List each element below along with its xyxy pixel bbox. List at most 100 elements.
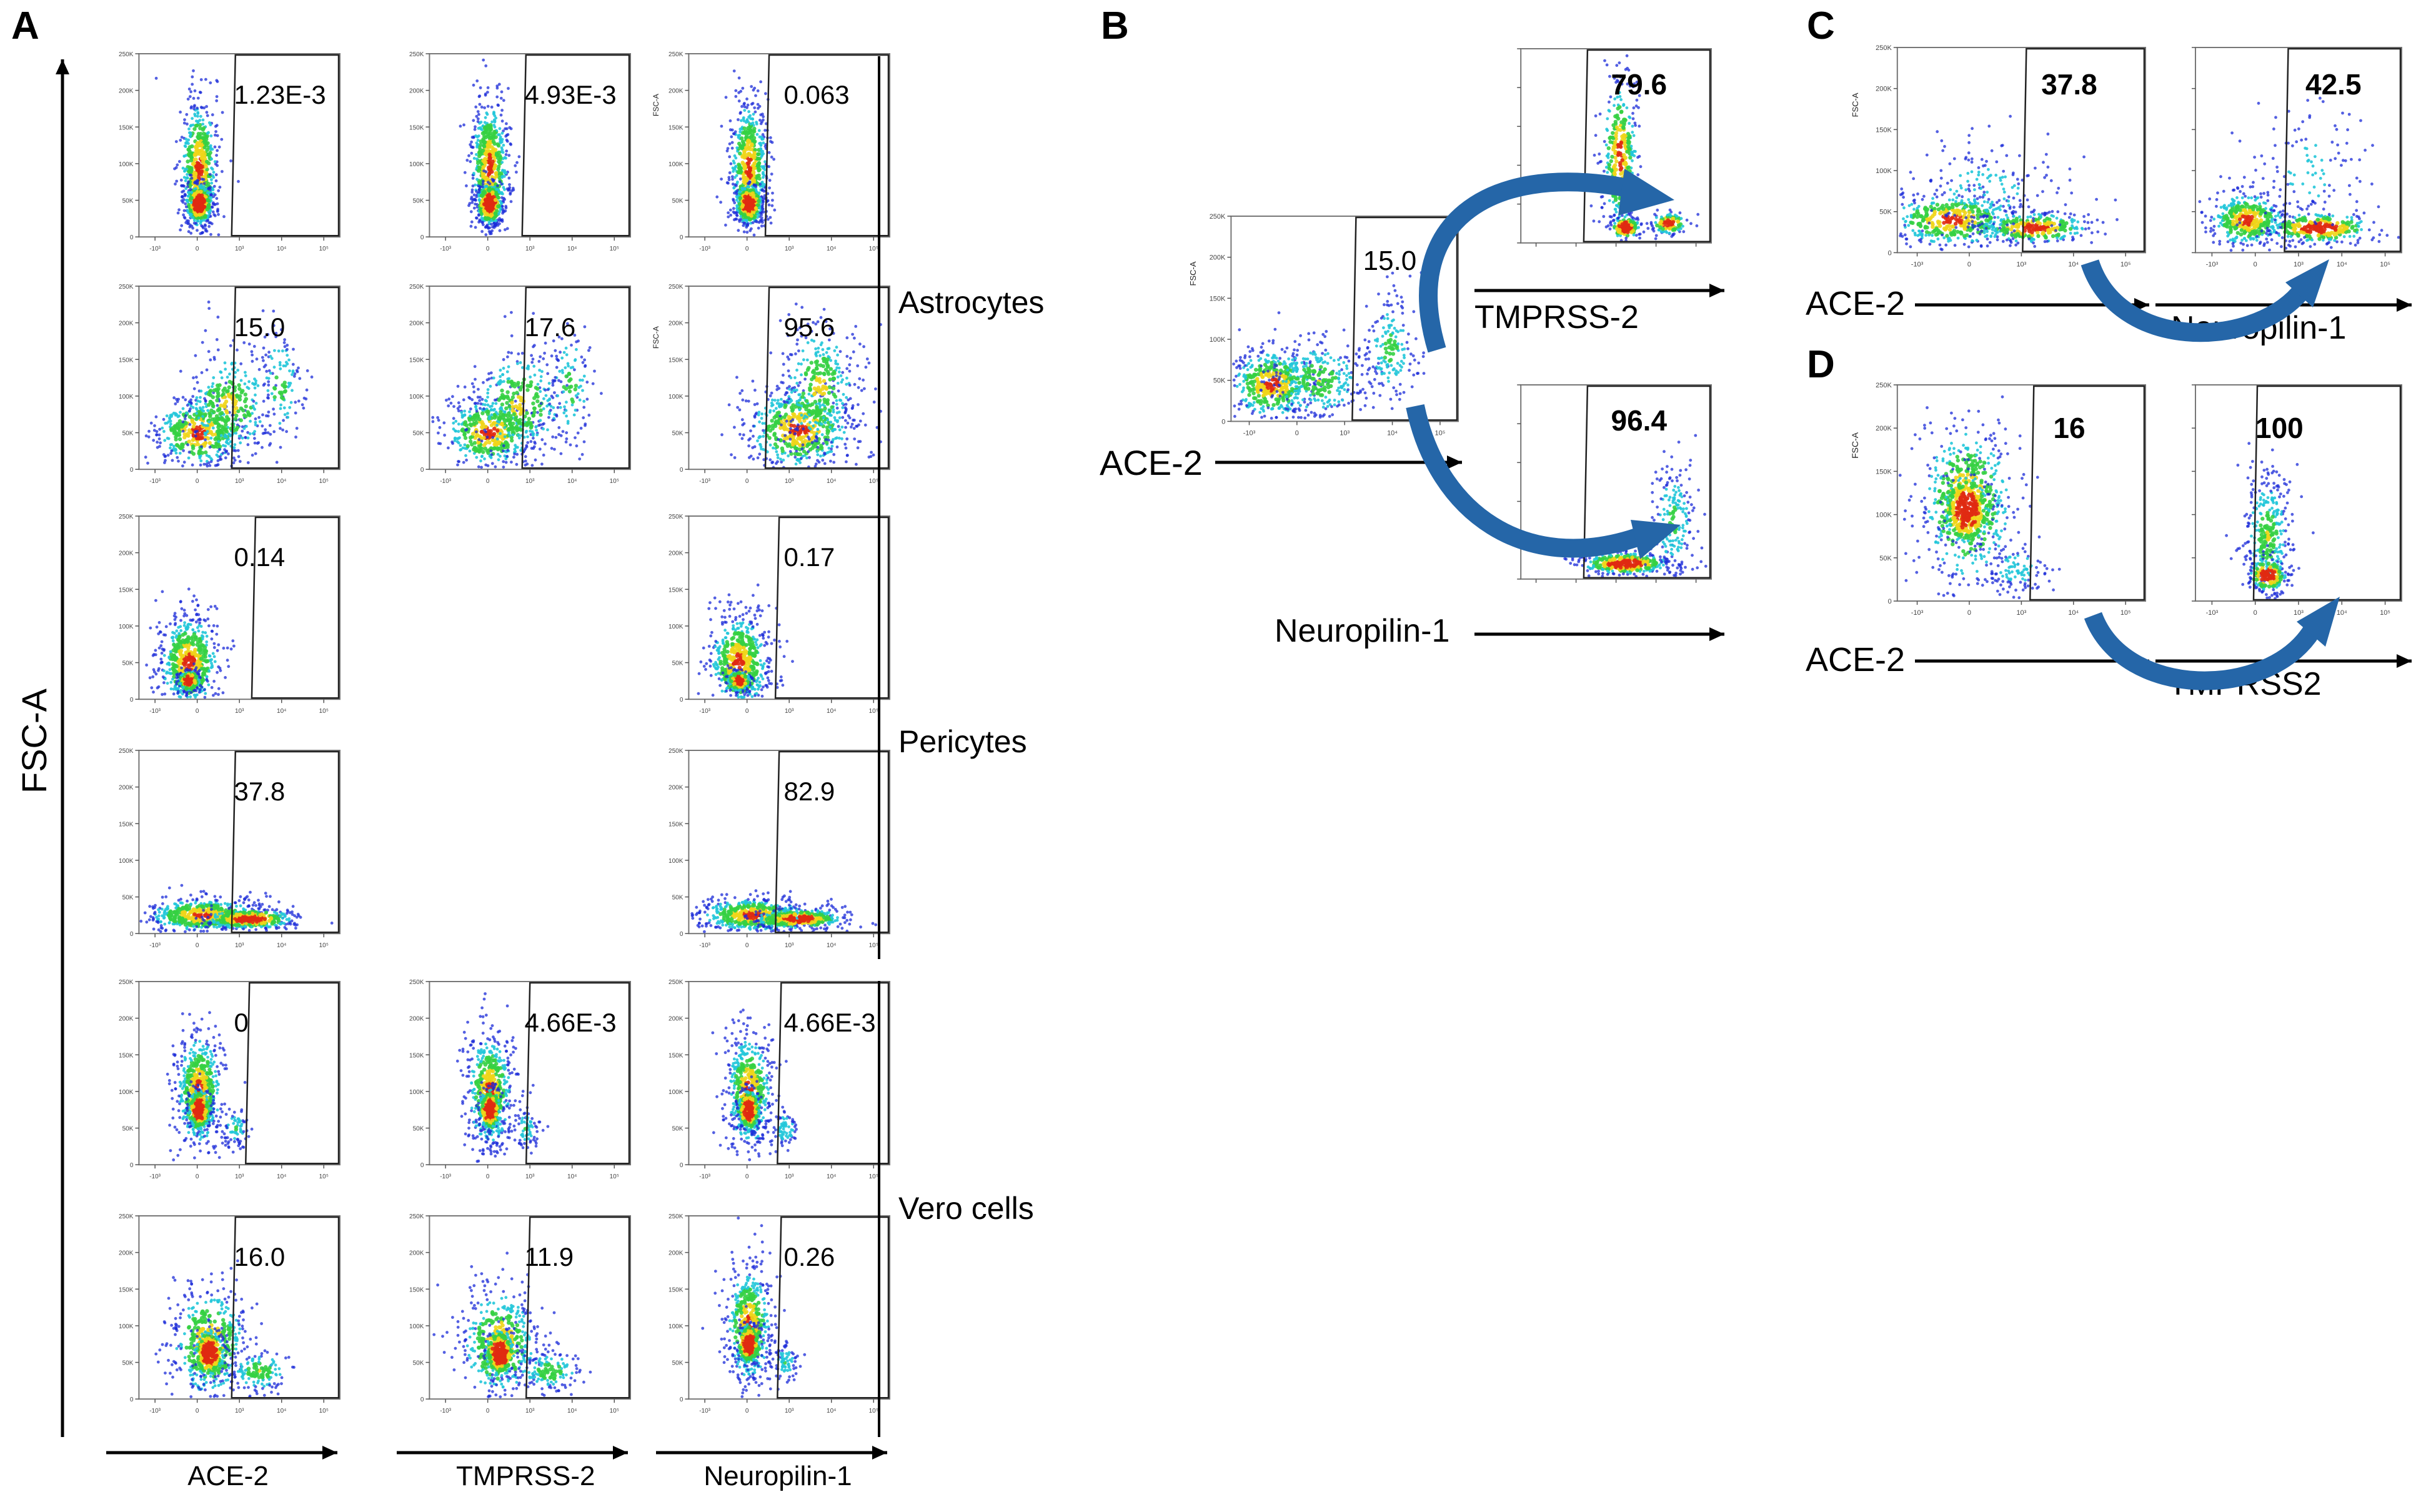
event-dot-2 (261, 432, 265, 435)
event-dot-0 (187, 184, 192, 189)
event-dot-1 (237, 397, 242, 402)
event-dot-1 (550, 354, 554, 358)
event-dot-1 (508, 418, 512, 423)
event-dot-1 (800, 373, 803, 377)
event-dot-0 (785, 386, 789, 390)
event-dot-1 (267, 380, 271, 384)
event-dot-1 (767, 217, 770, 221)
event-dot-0 (203, 412, 207, 417)
event-dot-0 (483, 457, 486, 460)
event-dot-0 (205, 111, 209, 114)
event-dot-0 (507, 87, 510, 90)
event-dot-1 (806, 322, 810, 326)
event-dot-1 (498, 191, 502, 194)
event-dot-0 (182, 435, 187, 440)
event-dot-0 (742, 116, 745, 119)
event-dot-0 (184, 167, 187, 171)
event-dot-0 (510, 438, 514, 443)
event-dot-1 (816, 445, 820, 449)
event-dot-0 (832, 453, 836, 456)
event-dot-1 (489, 405, 492, 409)
event-dot-0 (202, 141, 207, 145)
event-dot-1 (808, 413, 811, 416)
event-dot-1 (786, 356, 790, 359)
gate-polygon (231, 54, 340, 237)
event-dot-2 (551, 419, 555, 422)
event-dot-0 (224, 422, 228, 427)
event-dot-0 (503, 156, 507, 159)
event-dot-0 (757, 152, 761, 156)
event-dot-1 (827, 390, 832, 395)
event-dot-1 (499, 395, 503, 400)
event-dot-1 (214, 387, 219, 392)
event-dot-0 (782, 459, 785, 462)
event-dot-1 (785, 419, 788, 423)
event-dot-0 (766, 199, 770, 202)
event-dot-1 (248, 432, 252, 435)
event-dot-0 (192, 127, 197, 131)
event-dot-1 (477, 191, 481, 194)
event-dot-0 (454, 419, 458, 423)
gate-polygon (231, 286, 340, 469)
event-dot-1 (812, 369, 816, 373)
event-dot-0 (819, 454, 822, 458)
event-dot-1 (199, 389, 203, 393)
event-dot-1 (785, 400, 789, 404)
event-dot-1 (244, 374, 247, 377)
event-dot-0 (753, 106, 757, 109)
event-dot-0 (217, 145, 221, 149)
event-dot-0 (202, 462, 206, 466)
event-dot-0 (147, 429, 151, 433)
event-dot-1 (527, 367, 530, 371)
event-dot-0 (213, 160, 217, 164)
event-dot-1 (526, 435, 529, 439)
event-dot-1 (195, 411, 199, 415)
event-dot-0 (832, 410, 835, 414)
event-dot-1 (540, 462, 544, 466)
y-tick-label: 150K (119, 357, 134, 364)
event-dot-2 (588, 346, 592, 349)
event-dot-0 (199, 106, 203, 109)
event-dot-0 (179, 228, 182, 232)
event-dot-0 (495, 429, 500, 433)
event-dot-0 (732, 161, 736, 165)
event-dot-0 (727, 403, 731, 407)
event-dot-1 (505, 390, 510, 394)
event-dot-0 (457, 422, 460, 426)
event-dot-0 (526, 441, 530, 444)
event-dot-0 (237, 180, 240, 183)
event-dot-1 (510, 395, 515, 400)
event-dot-0 (756, 456, 760, 460)
event-dot-1 (783, 434, 787, 437)
event-dot-1 (219, 404, 224, 408)
event-dot-1 (795, 382, 799, 385)
event-dot-1 (738, 177, 742, 181)
event-dot-0 (727, 211, 730, 214)
event-dot-1 (517, 352, 520, 356)
event-dot-0 (207, 455, 211, 458)
event-dot-0 (830, 444, 834, 448)
event-dot-1 (807, 450, 810, 454)
event-dot-1 (211, 385, 214, 389)
event-dot-0 (177, 437, 182, 442)
event-dot-0 (199, 78, 203, 81)
event-dot-1 (219, 371, 223, 374)
event-dot-0 (484, 152, 488, 157)
event-dot-0 (728, 128, 732, 132)
event-dot-1 (505, 400, 509, 405)
event-dot-1 (182, 216, 186, 219)
event-dot-1 (507, 404, 512, 409)
event-dot-1 (207, 350, 211, 353)
event-dot-0 (484, 116, 487, 119)
event-dot-0 (207, 221, 211, 224)
event-dot-0 (187, 145, 192, 149)
event-dot-1 (202, 423, 206, 427)
event-dot-0 (737, 118, 740, 121)
event-dot-2 (286, 412, 289, 415)
event-dot-2 (272, 395, 277, 399)
event-dot-0 (742, 433, 745, 437)
event-dot-0 (202, 442, 206, 447)
event-dot-0 (189, 231, 193, 235)
event-dot-0 (818, 404, 822, 407)
event-dot-0 (215, 154, 218, 157)
